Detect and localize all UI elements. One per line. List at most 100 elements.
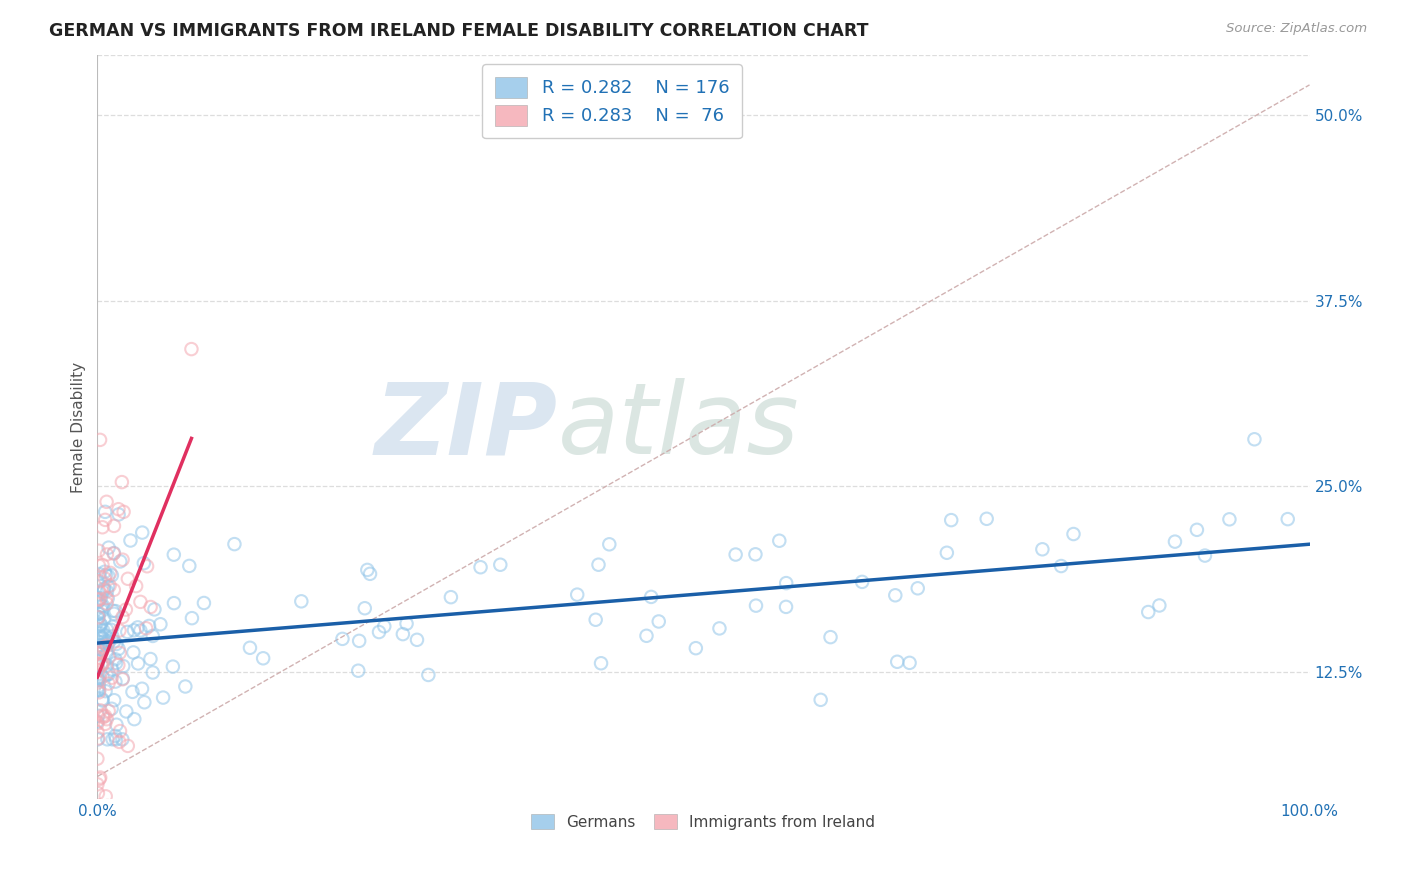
Point	[744, 547, 766, 561]
Point	[117, 624, 139, 639]
Point	[105, 637, 128, 651]
Point	[898, 656, 921, 670]
Point	[174, 680, 197, 694]
Point	[115, 602, 138, 616]
Point	[91, 585, 114, 599]
Legend: Germans, Immigrants from Ireland: Germans, Immigrants from Ireland	[526, 807, 882, 836]
Point	[941, 513, 963, 527]
Point	[131, 525, 153, 540]
Point	[418, 668, 440, 682]
Point	[101, 663, 124, 677]
Point	[91, 657, 114, 671]
Point	[97, 636, 120, 650]
Point	[91, 693, 114, 707]
Point	[120, 533, 142, 548]
Point	[111, 672, 134, 686]
Point	[685, 641, 707, 656]
Point	[105, 656, 128, 670]
Point	[90, 645, 112, 659]
Point	[134, 695, 156, 709]
Point	[392, 627, 415, 641]
Point	[94, 513, 117, 527]
Point	[636, 629, 658, 643]
Point	[290, 594, 312, 608]
Point	[96, 639, 118, 653]
Point	[100, 702, 122, 716]
Point	[96, 668, 118, 682]
Point	[87, 607, 110, 621]
Point	[90, 604, 112, 618]
Point	[96, 597, 118, 611]
Point	[86, 657, 108, 672]
Point	[129, 624, 152, 638]
Point	[94, 571, 117, 585]
Point	[94, 717, 117, 731]
Point	[87, 675, 110, 690]
Point	[820, 630, 842, 644]
Point	[87, 639, 110, 653]
Point	[94, 789, 117, 804]
Point	[136, 559, 159, 574]
Point	[89, 617, 111, 632]
Point	[91, 624, 114, 638]
Point	[86, 714, 108, 729]
Point	[129, 595, 152, 609]
Point	[193, 596, 215, 610]
Point	[86, 725, 108, 739]
Point	[87, 558, 110, 573]
Point	[96, 647, 118, 661]
Point	[103, 519, 125, 533]
Point	[87, 800, 110, 814]
Point	[87, 619, 110, 633]
Point	[94, 709, 117, 723]
Point	[93, 640, 115, 654]
Point	[94, 505, 117, 519]
Point	[101, 732, 124, 747]
Point	[86, 673, 108, 688]
Point	[96, 732, 118, 747]
Point	[96, 495, 118, 509]
Point	[103, 607, 125, 621]
Point	[91, 558, 114, 572]
Point	[90, 658, 112, 673]
Point	[90, 617, 112, 632]
Point	[97, 667, 120, 681]
Point	[1185, 523, 1208, 537]
Point	[104, 729, 127, 743]
Point	[86, 640, 108, 655]
Point	[98, 649, 121, 664]
Point	[97, 541, 120, 555]
Point	[162, 659, 184, 673]
Point	[131, 681, 153, 696]
Point	[589, 657, 612, 671]
Point	[98, 579, 121, 593]
Point	[86, 777, 108, 791]
Point	[122, 624, 145, 638]
Point	[100, 623, 122, 637]
Point	[96, 548, 118, 562]
Point	[181, 611, 204, 625]
Point	[108, 646, 131, 660]
Point	[768, 533, 790, 548]
Point	[90, 657, 112, 671]
Point	[94, 637, 117, 651]
Point	[1063, 527, 1085, 541]
Point	[935, 546, 957, 560]
Point	[395, 616, 418, 631]
Point	[709, 621, 731, 635]
Point	[775, 576, 797, 591]
Point	[104, 674, 127, 689]
Point	[93, 611, 115, 625]
Point	[97, 676, 120, 690]
Point	[907, 582, 929, 596]
Point	[89, 433, 111, 447]
Point	[103, 582, 125, 597]
Point	[117, 572, 139, 586]
Point	[648, 615, 671, 629]
Point	[96, 591, 118, 606]
Point	[440, 590, 463, 604]
Point	[976, 512, 998, 526]
Point	[89, 772, 111, 786]
Point	[90, 632, 112, 646]
Point	[87, 592, 110, 607]
